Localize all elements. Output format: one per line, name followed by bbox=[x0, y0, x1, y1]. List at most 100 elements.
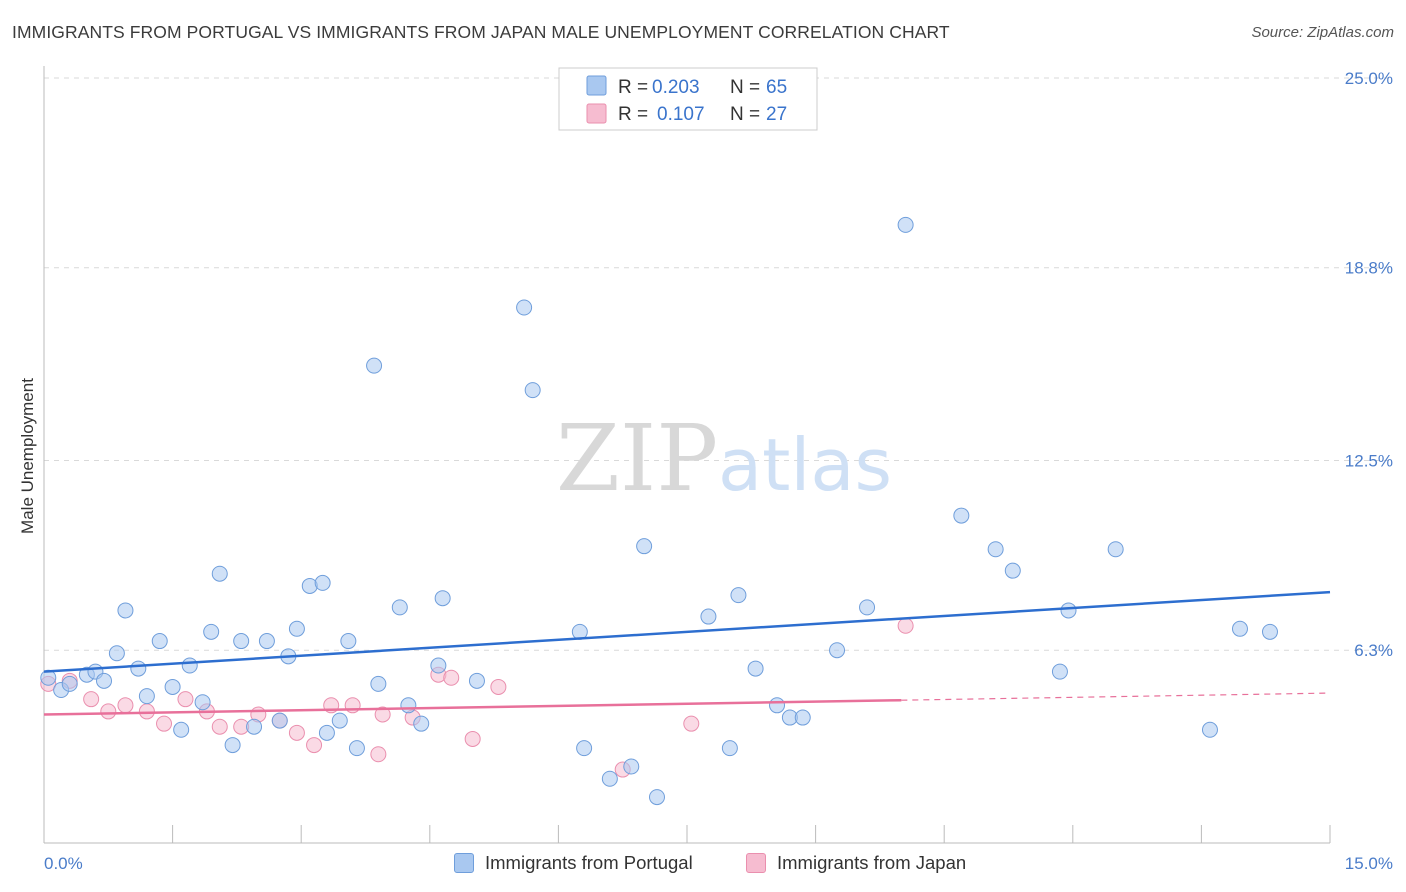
portugal-point bbox=[953, 507, 970, 524]
portugal-point bbox=[246, 718, 263, 735]
bottom-legend-label-portugal: Immigrants from Portugal bbox=[485, 852, 693, 873]
portugal-point bbox=[623, 758, 640, 775]
portugal-point bbox=[769, 697, 786, 714]
japan-point bbox=[306, 737, 323, 754]
y-tick-label-1: 12.5% bbox=[1345, 452, 1393, 471]
japan-point bbox=[138, 703, 155, 720]
portugal-point bbox=[400, 697, 417, 714]
portugal-point bbox=[1201, 721, 1218, 738]
gridlines bbox=[44, 77, 1393, 651]
portugal-point bbox=[468, 672, 485, 689]
japan-point bbox=[117, 697, 134, 714]
portugal-point bbox=[151, 633, 168, 650]
portugal-point bbox=[370, 675, 387, 692]
portugal-point bbox=[173, 721, 190, 738]
portugal-point bbox=[288, 620, 305, 637]
portugal-point bbox=[859, 599, 876, 616]
japan-point bbox=[83, 691, 100, 708]
portugal-point bbox=[897, 216, 914, 233]
japan-point bbox=[288, 724, 305, 741]
portugal-point bbox=[576, 740, 593, 757]
portugal-point bbox=[636, 538, 653, 555]
watermark: ZIP atlas bbox=[556, 405, 892, 512]
portugal-trend-line bbox=[43, 590, 1331, 673]
portugal-point bbox=[1051, 663, 1068, 680]
japan-point bbox=[156, 715, 173, 732]
portugal-point bbox=[138, 688, 155, 705]
legend-swatch-japan bbox=[586, 103, 607, 124]
y-tick-label-0: 6.3% bbox=[1354, 641, 1393, 660]
japan-point bbox=[211, 718, 228, 735]
portugal-point bbox=[130, 660, 147, 677]
portugal-point bbox=[194, 694, 211, 711]
x-tick-label-min: 0.0% bbox=[44, 854, 83, 873]
japan-point bbox=[100, 703, 117, 720]
japan-point bbox=[897, 617, 914, 634]
legend-r-label-japan: R = bbox=[618, 104, 648, 125]
portugal-point bbox=[987, 541, 1004, 558]
portugal-point bbox=[314, 574, 331, 591]
portugal-point bbox=[96, 672, 113, 689]
portugal-point bbox=[524, 382, 541, 399]
portugal-point bbox=[181, 657, 198, 674]
legend-r-value-portugal: 0.203 bbox=[652, 77, 700, 98]
bottom-legend-portugal: Immigrants from Portugal bbox=[454, 852, 693, 874]
portugal-point bbox=[164, 678, 181, 695]
portugal-point bbox=[601, 770, 618, 787]
japan-points bbox=[40, 617, 914, 778]
y-tick-label-3: 25.0% bbox=[1345, 69, 1393, 88]
portugal-point bbox=[434, 590, 451, 607]
portugal-point bbox=[700, 608, 717, 625]
portugal-point bbox=[331, 712, 348, 729]
portugal-point bbox=[648, 789, 665, 806]
japan-point bbox=[464, 730, 481, 747]
stats-legend: R = 0.203 N = 65 R = 0.107 N = 27 bbox=[558, 67, 818, 131]
legend-r-label-portugal: R = bbox=[618, 77, 648, 98]
japan-point bbox=[374, 706, 391, 723]
legend-n-label-portugal: N = bbox=[730, 77, 760, 98]
japan-trend-line-extension bbox=[901, 692, 1331, 701]
portugal-point bbox=[211, 565, 228, 582]
portugal-point bbox=[348, 740, 365, 757]
portugal-point bbox=[258, 633, 275, 650]
bottom-legend-label-japan: Immigrants from Japan bbox=[777, 852, 967, 873]
portugal-point bbox=[1004, 562, 1021, 579]
legend-n-label-japan: N = bbox=[730, 104, 760, 125]
watermark-zip: ZIP bbox=[556, 405, 718, 512]
portugal-point bbox=[413, 715, 430, 732]
portugal-point bbox=[318, 724, 335, 741]
bottom-legend-swatch-japan bbox=[746, 853, 766, 873]
portugal-point bbox=[340, 633, 357, 650]
portugal-points bbox=[40, 216, 1278, 806]
portugal-point bbox=[108, 645, 125, 662]
portugal-point bbox=[366, 357, 383, 374]
portugal-point bbox=[1060, 602, 1077, 619]
legend-n-value-portugal: 65 bbox=[766, 77, 787, 98]
japan-point bbox=[683, 715, 700, 732]
japan-point bbox=[490, 678, 507, 695]
bottom-legend-japan: Immigrants from Japan bbox=[746, 852, 966, 874]
bottom-legend-swatch-portugal bbox=[454, 853, 474, 873]
watermark-atlas: atlas bbox=[718, 423, 892, 507]
portugal-point bbox=[1261, 623, 1278, 640]
portugal-point bbox=[430, 657, 447, 674]
legend-r-value-japan: 0.107 bbox=[657, 104, 705, 125]
portugal-point bbox=[829, 642, 846, 659]
japan-point bbox=[443, 669, 460, 686]
chart-title: IMMIGRANTS FROM PORTUGAL VS IMMIGRANTS F… bbox=[12, 22, 950, 42]
portugal-point bbox=[233, 633, 250, 650]
source-credit: Source: ZipAtlas.com bbox=[1251, 24, 1394, 41]
portugal-point bbox=[1231, 620, 1248, 637]
portugal-point bbox=[747, 660, 764, 677]
portugal-point bbox=[224, 737, 241, 754]
portugal-point bbox=[117, 602, 134, 619]
x-tick-label-max: 15.0% bbox=[1345, 854, 1393, 873]
portugal-point bbox=[1107, 541, 1124, 558]
portugal-point bbox=[730, 587, 747, 604]
y-tick-label-2: 18.8% bbox=[1345, 259, 1393, 278]
japan-trend-line bbox=[43, 698, 902, 716]
portugal-point bbox=[391, 599, 408, 616]
trend-lines bbox=[43, 590, 1331, 716]
legend-n-value-japan: 27 bbox=[766, 104, 787, 125]
